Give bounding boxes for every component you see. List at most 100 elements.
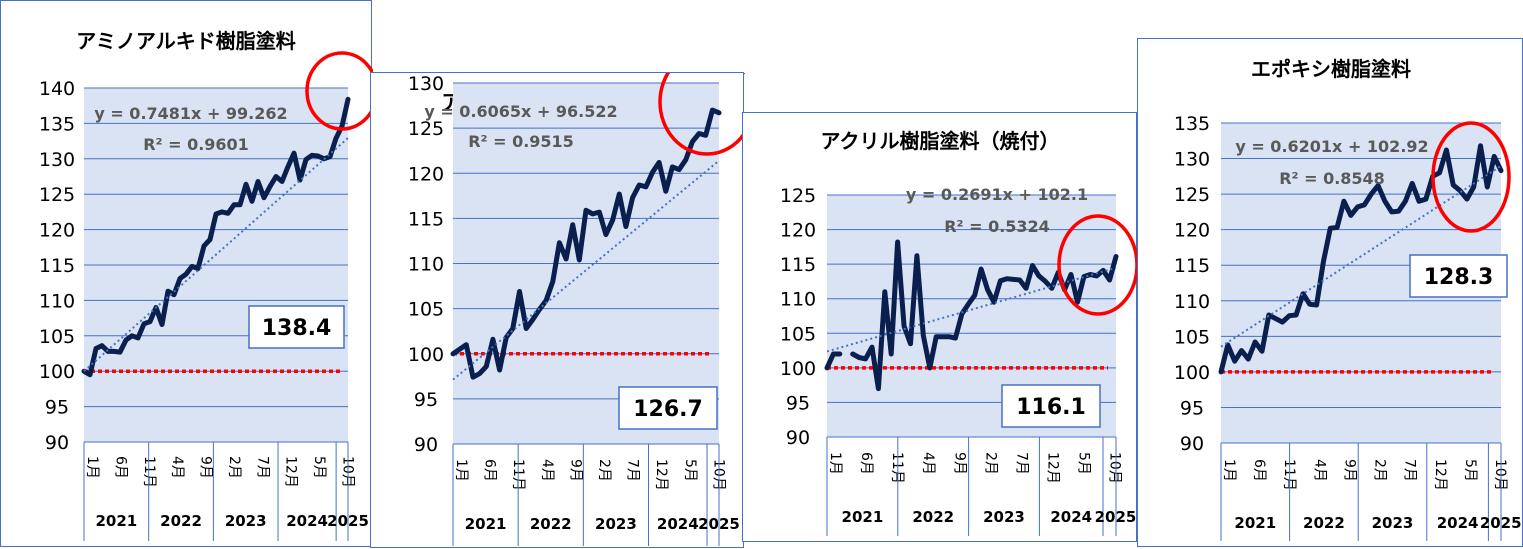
x-year-label: 2024	[286, 512, 328, 530]
x-year-label: 2025	[327, 512, 369, 530]
y-tick-label: 95	[414, 389, 438, 411]
x-year-label: 2023	[225, 512, 267, 530]
x-year-label: 2024	[1437, 514, 1479, 532]
y-tick-label: 90	[1180, 433, 1204, 455]
x-year-label: 2021	[95, 512, 137, 530]
x-month-label: 12月	[653, 459, 669, 491]
series-line	[1218, 143, 1504, 375]
x-month-label: 5月	[311, 456, 327, 479]
chart-title: アミノアルキド樹脂塗料	[76, 29, 295, 53]
y-tick-label: 130	[39, 149, 75, 171]
x-month-label: 2月	[1372, 459, 1388, 482]
trend-equation: y = 0.6201x + 102.92	[1235, 137, 1428, 156]
x-month-label: 6月	[482, 459, 498, 482]
chart-panel-epoxy: エポキシ樹脂塗料 135 130 125 120 115 110 105 100 95 90 y = …	[1137, 38, 1523, 547]
x-month-label: 9月	[1341, 459, 1357, 482]
x-month-label: 4月	[1311, 459, 1327, 482]
x-month-label: 4月	[920, 452, 936, 475]
chart-panel-acrylic-baking: アクリル樹脂塗料（焼付） 125 120 115 110 105 100 95 90 y = 0.…	[742, 112, 1138, 542]
y-tick-label: 90	[786, 427, 810, 449]
latest-value: 126.7	[633, 397, 703, 422]
x-month-label: 5月	[1076, 452, 1092, 475]
x-year-label: 2023	[983, 508, 1025, 526]
y-tick-label: 130	[408, 73, 444, 95]
y-tick-label: 110	[408, 254, 444, 276]
y-tick-label: 105	[39, 326, 75, 348]
x-month-label: 12月	[1432, 459, 1448, 491]
x-year-label: 2022	[530, 515, 572, 533]
x-month-label: 7月	[1013, 452, 1029, 475]
latest-value: 138.4	[262, 316, 332, 341]
x-month-label: 10月	[339, 456, 355, 488]
x-year-label: 2024	[657, 515, 699, 533]
x-year-label: 2023	[1372, 514, 1414, 532]
x-year-label: 2022	[160, 512, 202, 530]
y-tick-label: 125	[1174, 184, 1210, 206]
x-month-label: 1月	[453, 459, 469, 482]
x-month-label: 9月	[567, 459, 583, 482]
x-month-label: 1月	[827, 452, 843, 475]
x-month-label: 12月	[283, 456, 299, 488]
x-month-label: 9月	[951, 452, 967, 475]
y-tick-label: 120	[408, 163, 444, 185]
y-tick-label: 110	[780, 289, 816, 311]
y-tick-label: 120	[1174, 220, 1210, 242]
y-tick-label: 105	[780, 323, 816, 345]
x-month-label: 10月	[1107, 452, 1123, 484]
r-squared: R² = 0.9601	[143, 135, 249, 154]
chart-epoxy: エポキシ樹脂塗料 135 130 125 120 115 110 105 100 95 90 y = …	[1174, 57, 1522, 541]
y-tick-label: 135	[39, 113, 75, 135]
chart-title: アクリル樹脂塗料（焼付）	[821, 129, 1060, 153]
y-tick-label: 115	[39, 255, 75, 277]
y-tick-label: 140	[39, 78, 75, 100]
chart-acrylic-baking: アクリル樹脂塗料（焼付） 125 120 115 110 105 100 95 90 y = 0.…	[780, 129, 1138, 536]
x-month-label: 12月	[1045, 452, 1061, 484]
chart-amino-alkyd: アミノアルキド樹脂塗料 140 135 130 125 120 115 110 105 100 95…	[39, 29, 373, 541]
highlight-circle	[658, 73, 745, 156]
highlight-circle	[1431, 121, 1511, 233]
x-month-label: 11月	[889, 452, 905, 484]
x-year-label: 2022	[912, 508, 954, 526]
x-month-label: 6月	[112, 456, 128, 479]
x-month-label: 7月	[254, 456, 270, 479]
x-month-label: 7月	[625, 459, 641, 482]
x-year-label: 2025	[698, 515, 740, 533]
r-squared: R² = 0.9515	[468, 132, 574, 151]
y-tick-label: 105	[1174, 326, 1210, 348]
series-line	[450, 107, 722, 380]
x-year-label: 2025	[1480, 514, 1522, 532]
x-month-label: 5月	[682, 459, 698, 482]
trend-line	[83, 137, 349, 372]
chart-title: エポキシ樹脂塗料	[1251, 57, 1411, 81]
y-tick-label: 105	[408, 299, 444, 321]
y-tick-label: 100	[39, 361, 75, 383]
x-month-label: 2月	[226, 456, 242, 479]
y-tick-label: 110	[39, 290, 75, 312]
x-year-label: 2021	[842, 508, 884, 526]
x-month-label: 7月	[1402, 459, 1418, 482]
y-tick-label: 90	[45, 432, 69, 454]
trend-equation: y = 0.6065x + 96.522	[424, 102, 617, 121]
x-month-label: 1月	[84, 456, 100, 479]
chart-panel-amino: アミノアルキド樹脂塗料 140 135 130 125 120 115 110 105 100 95…	[0, 0, 373, 547]
x-month-label: 5月	[1462, 459, 1478, 482]
x-month-label: 2月	[596, 459, 612, 482]
series-line	[81, 96, 351, 378]
y-tick-label: 100	[1174, 362, 1210, 384]
y-tick-label: 95	[1180, 397, 1204, 419]
r-squared: R² = 0.8548	[1279, 169, 1385, 188]
x-month-label: 10月	[710, 459, 726, 491]
y-tick-label: 115	[780, 254, 816, 276]
y-tick-label: 95	[786, 392, 810, 414]
y-tick-label: 130	[1174, 149, 1210, 171]
x-month-label: 9月	[198, 456, 214, 479]
y-tick-label: 120	[780, 220, 816, 242]
x-month-label: 4月	[169, 456, 185, 479]
y-tick-label: 100	[780, 358, 816, 380]
y-tick-label: 125	[780, 185, 816, 207]
x-month-label: 10月	[1492, 459, 1508, 491]
latest-value: 116.1	[1016, 395, 1086, 420]
latest-value-box	[248, 305, 345, 349]
